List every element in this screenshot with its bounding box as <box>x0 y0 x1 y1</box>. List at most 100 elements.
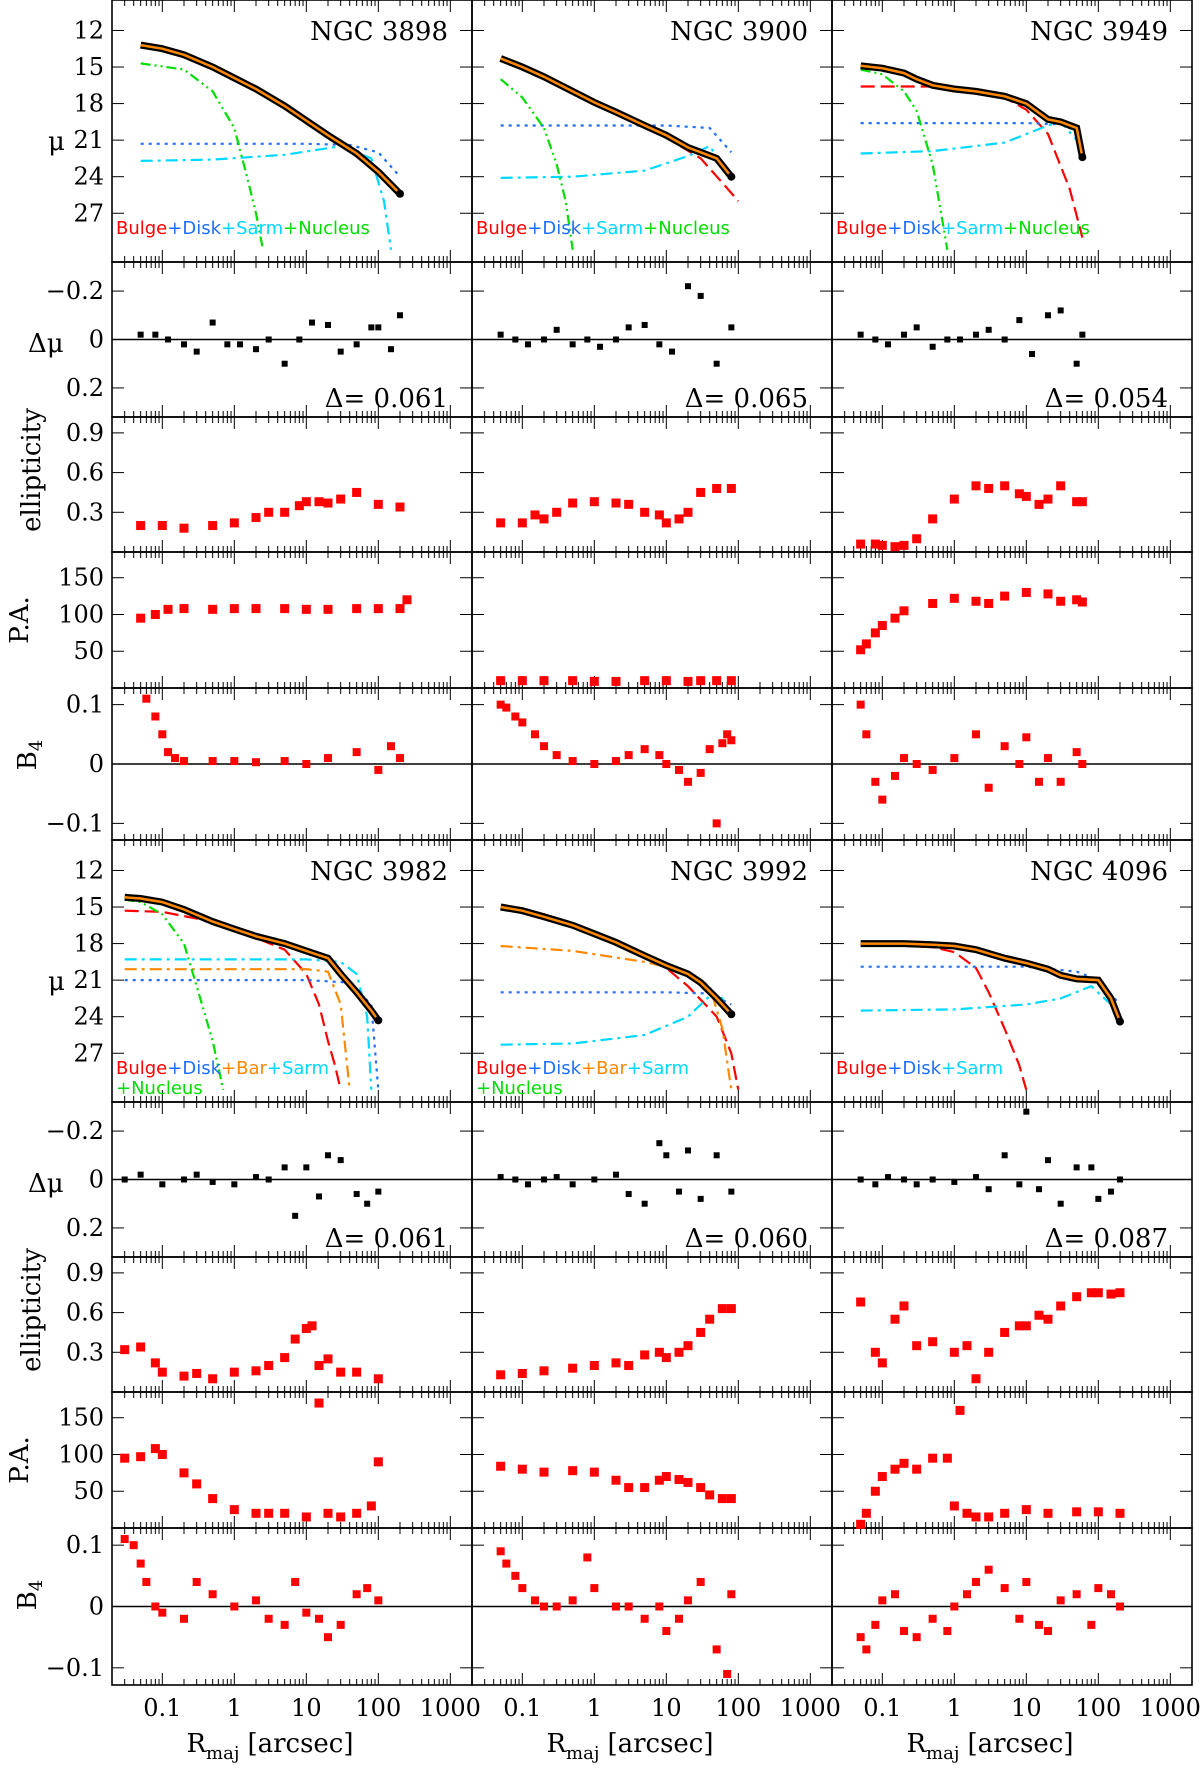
pa-point <box>1043 1508 1053 1518</box>
row-label-ell-top: ellipticity <box>17 408 47 532</box>
y-tick-label: 150 <box>58 564 104 592</box>
legend-bulge: Bulge <box>836 218 887 239</box>
b4-sub: 4 <box>26 740 47 751</box>
pa-point <box>517 1464 527 1474</box>
surface-brightness-data <box>860 940 1124 1023</box>
b4-point <box>1094 1584 1103 1593</box>
b4-point <box>662 760 671 768</box>
row-label-mu-top: μ <box>48 127 65 157</box>
ellipticity-point <box>1077 497 1087 507</box>
legend-bulge: Bulge <box>476 218 527 239</box>
galaxy-title: NGC 3982 <box>310 857 448 887</box>
b4-point <box>552 1602 561 1611</box>
y-tick-label: 12 <box>73 16 104 44</box>
y-tick-label: 21 <box>73 966 104 994</box>
ellipticity-point <box>696 1327 706 1337</box>
x-tick-label: 1000 <box>1140 1694 1200 1722</box>
residual-point <box>525 341 532 348</box>
legend-bulge: Bulge <box>476 1058 527 1079</box>
b4-point <box>264 1614 273 1623</box>
residual-point <box>913 1181 920 1188</box>
pa-point <box>1115 1508 1125 1518</box>
y-tick-label: 0.3 <box>66 498 104 526</box>
b4-point <box>230 1602 239 1611</box>
b4-point <box>180 757 188 766</box>
panel-frame <box>471 416 833 553</box>
ellipticity-point <box>899 1301 909 1311</box>
ellipticity-point <box>1014 489 1024 499</box>
xlabel-main: R <box>906 1729 927 1759</box>
pa-point <box>251 1508 261 1518</box>
ellipticity-point <box>301 1323 311 1333</box>
legend-sarm: +Sarm <box>941 218 1003 239</box>
residual-point <box>325 1152 331 1159</box>
legend-nucleus: +Nucleus <box>1003 218 1090 239</box>
legend-nucleus: +Nucleus <box>476 1078 563 1099</box>
pa-point <box>136 613 146 623</box>
pa-point <box>942 1453 952 1463</box>
pa-point <box>870 1486 880 1496</box>
b4-point <box>612 757 620 766</box>
pa-point <box>949 1501 959 1511</box>
b4-point <box>142 694 151 703</box>
ellipticity-point <box>870 1347 880 1357</box>
residual-point <box>697 1195 704 1202</box>
b4-point <box>912 1633 921 1642</box>
ellipticity-point <box>568 498 578 508</box>
ellipticity-point <box>705 1314 715 1324</box>
y-tick-label: 0 <box>89 1166 104 1194</box>
ellipticity-point <box>674 1347 684 1357</box>
xlabel-sub: maj <box>926 1743 959 1764</box>
b4-point <box>1107 1590 1116 1599</box>
residual-point <box>591 1176 598 1183</box>
b4-point <box>1015 760 1024 768</box>
component-bar <box>500 944 733 1090</box>
ellipticity-point <box>726 1304 736 1314</box>
xlabel-sub: maj <box>206 1743 239 1764</box>
b4-point <box>871 1620 880 1629</box>
pa-point <box>136 1452 146 1462</box>
pa-point <box>856 1519 866 1529</box>
residual-point <box>901 1176 907 1183</box>
component-sarm <box>500 144 733 179</box>
pa-point <box>150 1444 160 1454</box>
ellipticity-point <box>1043 494 1053 504</box>
ellipticity-point <box>179 1371 189 1381</box>
residual-point <box>512 1176 519 1183</box>
residual-point <box>541 336 547 343</box>
ellipticity-point <box>624 499 634 509</box>
y-tick-label: 0.9 <box>66 419 104 447</box>
galaxy-panel: 12 15 18 21 24 27 −0.2 0 0.2 0.9 0.6 0.3 150 100 50 0.1… <box>46 839 473 1686</box>
b4-point <box>723 730 732 739</box>
residual-point <box>857 331 864 338</box>
b4-point <box>696 1577 705 1586</box>
b4-point <box>972 1577 980 1586</box>
b4-point <box>675 1614 684 1623</box>
galaxy-title: NGC 3949 <box>1030 17 1168 47</box>
pa-point <box>984 1512 994 1522</box>
b4-point <box>324 1633 332 1642</box>
residual-point <box>584 336 591 343</box>
residual-point <box>553 1174 560 1181</box>
pa-point <box>899 606 909 616</box>
ellipticity-point <box>530 510 540 520</box>
legend-nucleus: +Nucleus <box>116 1078 203 1099</box>
galaxy-panel: 12 15 18 21 24 27 −0.2 0 0.2 0.9 0.6 0.3 150 100 50 0.1… <box>46 0 473 841</box>
pa-point <box>208 604 218 614</box>
component-sarm <box>124 958 373 1090</box>
residual-point <box>929 1176 936 1183</box>
x-tick-label: 1000 <box>780 1694 841 1722</box>
ellipticity-point <box>640 1350 650 1360</box>
residual-point <box>281 1164 288 1171</box>
pa-point <box>539 676 549 686</box>
b4-point <box>518 718 527 727</box>
ellipticity-point <box>323 1354 333 1364</box>
pa-point <box>192 1479 202 1489</box>
ellipticity-point <box>1000 481 1010 491</box>
b4-point <box>972 730 980 739</box>
residual-point <box>1057 307 1064 314</box>
b4-point <box>518 1584 527 1593</box>
residual-point <box>641 1200 648 1207</box>
pa-point <box>984 598 994 608</box>
pa-point <box>301 604 311 614</box>
